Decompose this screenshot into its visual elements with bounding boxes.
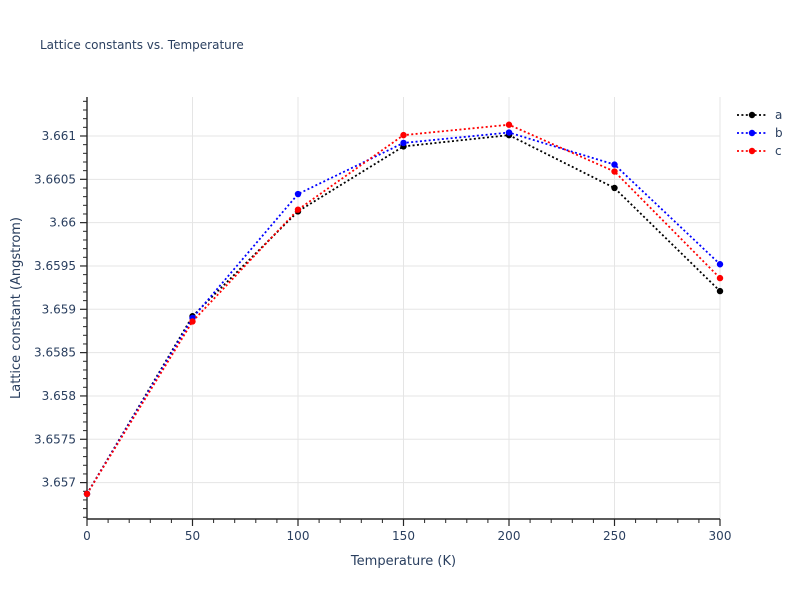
data-point-a bbox=[716, 287, 724, 295]
legend-line-marker-icon bbox=[737, 129, 767, 137]
data-point-b bbox=[611, 161, 618, 168]
legend-line-marker-icon bbox=[737, 147, 767, 155]
legend: a b c bbox=[735, 106, 783, 160]
y-tick-label: 3.6585 bbox=[34, 346, 76, 360]
x-tick-label: 50 bbox=[185, 529, 200, 543]
legend-line-marker-icon bbox=[737, 111, 767, 119]
data-point-c bbox=[294, 206, 302, 213]
x-tick-label: 250 bbox=[603, 529, 626, 543]
y-tick-label: 3.66 bbox=[49, 216, 76, 230]
y-tick-label: 3.659 bbox=[42, 302, 76, 316]
data-point-b bbox=[294, 190, 302, 198]
legend-label: a bbox=[775, 108, 783, 122]
x-axis-label: Temperature (K) bbox=[350, 554, 457, 569]
data-point-c bbox=[189, 318, 196, 325]
x-tick-label: 150 bbox=[392, 529, 415, 543]
data-point-c bbox=[400, 131, 407, 139]
y-tick-label: 3.657 bbox=[42, 476, 76, 490]
y-tick-label: 3.661 bbox=[42, 129, 76, 143]
x-tick-label: 0 bbox=[83, 529, 91, 543]
data-point-c bbox=[716, 274, 724, 282]
x-tick-label: 200 bbox=[498, 529, 521, 543]
y-tick-label: 3.6595 bbox=[34, 259, 76, 273]
y-tick-label: 3.6605 bbox=[34, 172, 76, 186]
y-tick-label: 3.658 bbox=[42, 389, 76, 403]
y-axis-label: Lattice constant (Angstrom) bbox=[9, 216, 24, 400]
y-tick-label: 3.6575 bbox=[34, 432, 76, 446]
legend-item-a: a bbox=[735, 106, 783, 124]
data-point-a bbox=[611, 184, 618, 192]
data-point-c bbox=[505, 121, 513, 128]
data-point-c bbox=[83, 490, 91, 498]
x-tick-label: 100 bbox=[287, 529, 310, 543]
x-tick-label: 300 bbox=[709, 529, 732, 543]
data-point-b bbox=[400, 139, 407, 147]
data-point-b bbox=[716, 261, 724, 268]
legend-item-b: b bbox=[735, 124, 783, 142]
data-point-c bbox=[611, 168, 618, 175]
legend-label: b bbox=[775, 126, 783, 140]
data-point-b bbox=[505, 129, 513, 136]
legend-item-c: c bbox=[735, 142, 783, 160]
legend-label: c bbox=[775, 144, 782, 158]
chart-title: Lattice constants vs. Temperature bbox=[40, 38, 244, 52]
